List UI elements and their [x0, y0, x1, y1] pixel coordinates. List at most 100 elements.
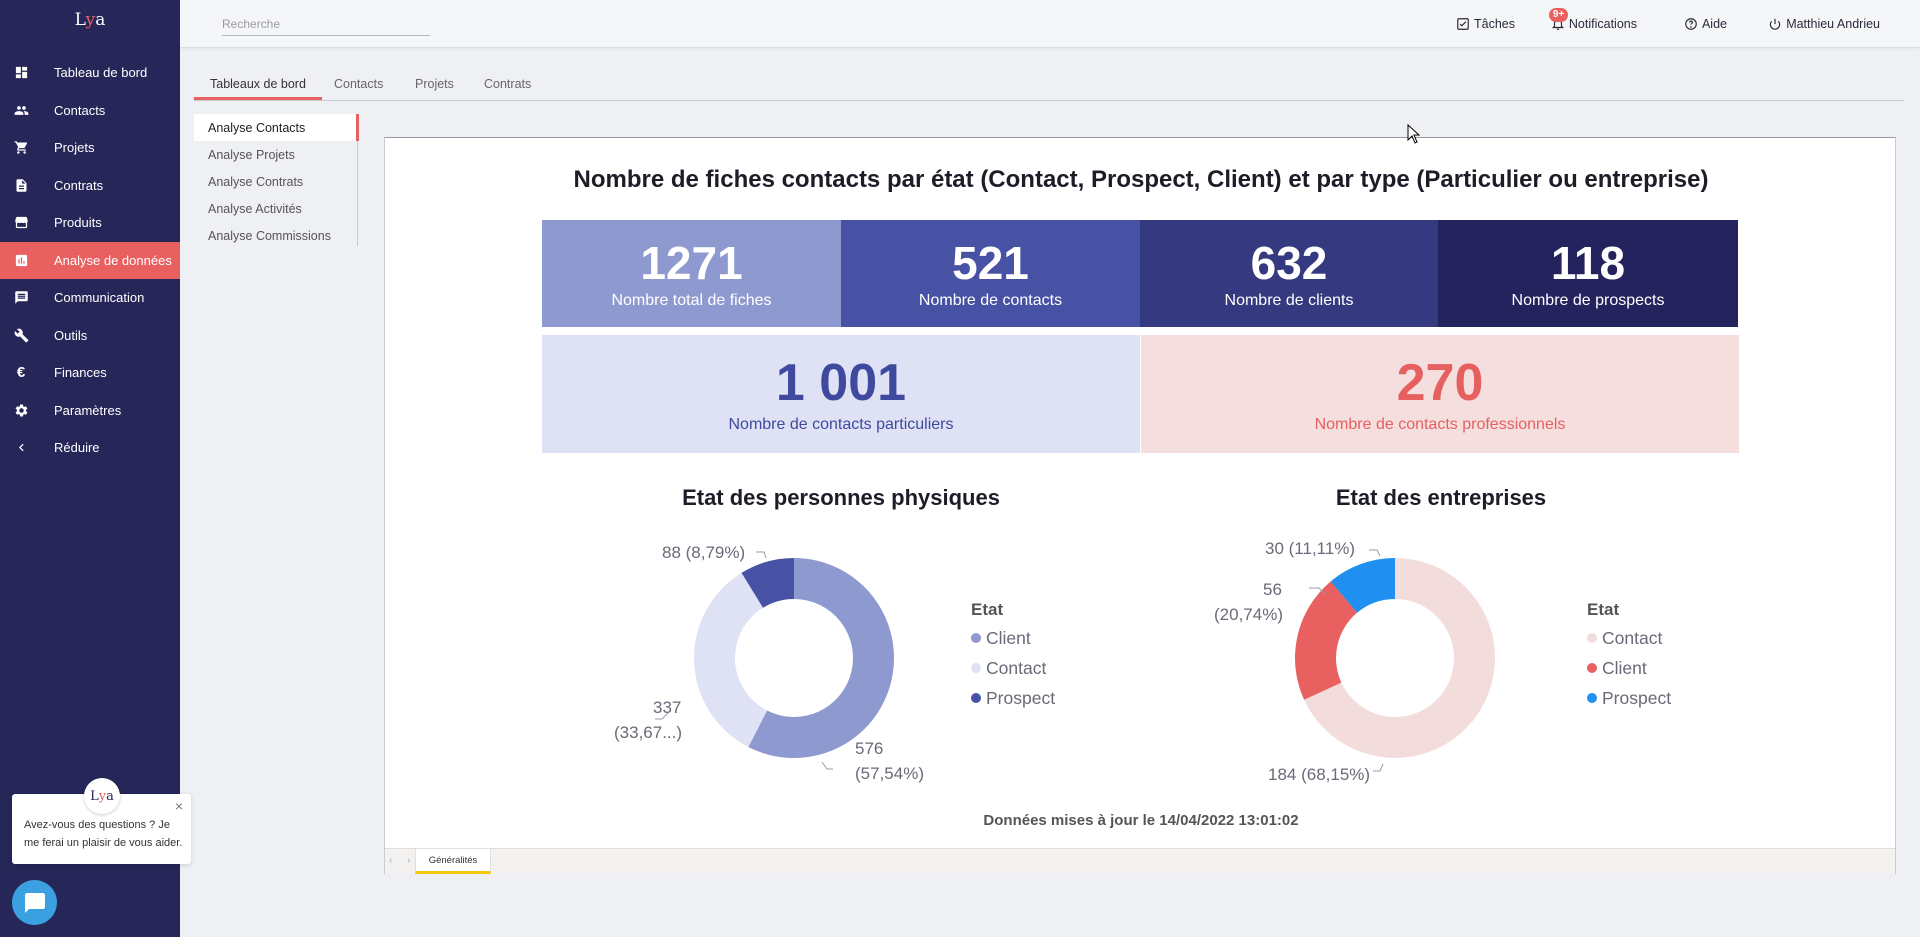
tasks-button[interactable]: Tâches — [1456, 16, 1515, 32]
tab-contrats[interactable]: Contrats — [484, 77, 532, 91]
analytics-icon — [13, 252, 29, 268]
store-icon — [13, 215, 29, 231]
chat-icon — [24, 892, 45, 913]
page-tabs-bar: ‹ › Généralités — [385, 848, 1895, 874]
subnav-analyse-contacts[interactable]: Analyse Contacts — [194, 114, 359, 141]
kpi-label: Nombre total de fiches — [611, 291, 772, 309]
data-updated-note: Données mises à jour le 14/04/2022 13:01… — [983, 812, 1299, 829]
sidebar-item-label: Finances — [54, 365, 107, 381]
app-logo[interactable]: Lya — [74, 10, 106, 30]
legend-item-prospect[interactable]: Prospect — [971, 683, 1055, 713]
legend-item-client[interactable]: Client — [971, 623, 1055, 653]
kpi-value: 521 — [952, 236, 1029, 289]
sidebar-item-label: Produits — [54, 215, 102, 231]
user-menu-button[interactable]: Matthieu Andrieu — [1768, 16, 1880, 32]
subnav-analyse-activites[interactable]: Analyse Activités — [208, 201, 302, 216]
donut-slice-contact[interactable] — [1304, 558, 1495, 758]
legend-dot — [1587, 663, 1597, 673]
subnav-analyse-projets[interactable]: Analyse Projets — [208, 147, 295, 162]
sidebar-item-tableau-de-bord[interactable]: Tableau de bord — [0, 54, 180, 92]
legend-label: Contact — [1602, 628, 1663, 648]
power-icon — [1769, 18, 1781, 30]
kpi-professionnels: 270 Nombre de contacts professionnels — [1141, 335, 1739, 453]
sidebar-item-contacts[interactable]: Contacts — [0, 92, 180, 130]
slice-label-contact: 184 (68,15%) — [1268, 765, 1371, 784]
tools-icon — [13, 327, 29, 343]
tab-projets[interactable]: Projets — [415, 77, 454, 91]
kpi-label: Nombre de contacts — [918, 291, 1063, 309]
people-icon — [13, 102, 29, 118]
kpi-total: 1271 Nombre total de fiches — [542, 220, 841, 327]
subnav-analyse-commissions[interactable]: Analyse Commissions — [208, 228, 331, 243]
sidebar-item-projets[interactable]: Projets — [0, 129, 180, 167]
kpi-label: Nombre de clients — [1224, 291, 1354, 309]
sidebar-item-label: Communication — [54, 290, 145, 306]
sidebar-item-label: Paramètres — [54, 402, 122, 418]
page-nav-arrows[interactable]: ‹ › — [389, 855, 417, 866]
kpi-value: 1271 — [640, 236, 743, 289]
subnav-analyse-contrats[interactable]: Analyse Contrats — [208, 174, 304, 189]
legend-dot — [1587, 633, 1597, 643]
slice-label-prospect: 30 (11,11%) — [1265, 539, 1356, 558]
sidebar-item-produits[interactable]: Produits — [0, 204, 180, 242]
kpi-label: Nombre de prospects — [1511, 291, 1665, 309]
notifications-button[interactable]: 9+ Notifications — [1548, 8, 1637, 32]
sidebar-item-label: Outils — [54, 327, 88, 343]
slice-label-contact-value: 337 — [653, 698, 682, 717]
gear-icon — [13, 402, 29, 418]
legend-label: Client — [1602, 658, 1647, 678]
kpi-value: 632 — [1250, 236, 1328, 289]
donut-slice-prospect[interactable] — [1330, 558, 1395, 613]
chevron-left-icon — [13, 440, 29, 456]
tab-tableaux-de-bord[interactable]: Tableaux de bord — [194, 76, 322, 100]
sidebar-item-contrats[interactable]: Contrats — [0, 167, 180, 205]
close-icon[interactable]: × — [174, 798, 184, 814]
user-name: Matthieu Andrieu — [1786, 17, 1880, 31]
chat-button[interactable] — [12, 880, 57, 925]
legend-dot — [971, 663, 981, 673]
donut-slice-client[interactable] — [1295, 581, 1358, 700]
chart-title-personnes: Etat des personnes physiques — [682, 485, 1000, 510]
cart-icon — [13, 140, 29, 156]
kpi-prospects: 118 Nombre de prospects — [1438, 220, 1738, 327]
sidebar-item-finances[interactable]: € Finances — [0, 354, 180, 392]
sidebar-item-parametres[interactable]: Paramètres — [0, 392, 180, 430]
sidebar-item-analyse-de-donnees[interactable]: Analyse de données — [0, 241, 180, 279]
legend-item-contact[interactable]: Contact — [971, 653, 1055, 683]
slice-label-contact-percent: (33,67...) — [614, 723, 683, 742]
slice-label-prospect: 88 (8,79%) — [662, 543, 746, 562]
checkbox-icon — [1457, 18, 1469, 30]
slice-label-client-percent: (20,74%) — [1214, 605, 1283, 624]
sidebar-item-label: Projets — [54, 140, 95, 156]
sidebar-item-communication[interactable]: Communication — [0, 279, 180, 317]
legend-personnes: Etat Client Contact Prospect — [971, 600, 1055, 713]
help-icon — [1685, 18, 1697, 30]
sidebar-item-outils[interactable]: Outils — [0, 317, 180, 355]
sidebar-item-reduire[interactable]: Réduire — [0, 429, 180, 467]
legend-label: Prospect — [1602, 688, 1672, 708]
document-icon — [13, 177, 29, 193]
legend-dot — [971, 633, 981, 643]
legend-item-client[interactable]: Client — [1587, 653, 1671, 683]
slice-label-client-value: 56 — [1263, 580, 1282, 599]
legend-label: Prospect — [986, 688, 1056, 708]
page-tab-generalites[interactable]: Généralités — [415, 849, 491, 874]
sidebar-item-label: Analyse de données — [54, 252, 172, 268]
kpi-label: Nombre de contacts professionnels — [1314, 416, 1566, 433]
kpi-value: 118 — [1550, 236, 1626, 289]
search-input[interactable] — [222, 12, 430, 36]
kpi-value: 1 001 — [775, 354, 907, 412]
help-button[interactable]: Aide — [1684, 16, 1727, 32]
legend-item-prospect[interactable]: Prospect — [1587, 683, 1671, 713]
help-label: Aide — [1701, 17, 1727, 31]
notifications-badge: 9+ — [1548, 8, 1569, 22]
tab-contacts[interactable]: Contacts — [334, 77, 384, 91]
legend-item-contact[interactable]: Contact — [1587, 623, 1671, 653]
message-icon — [13, 290, 29, 306]
donut-slice-client[interactable] — [748, 558, 894, 758]
donut-slice-contact[interactable] — [694, 572, 768, 747]
slice-label-client-value: 576 — [855, 739, 884, 758]
donut-slice-prospect[interactable] — [741, 558, 794, 608]
legend-dot — [1587, 693, 1597, 703]
